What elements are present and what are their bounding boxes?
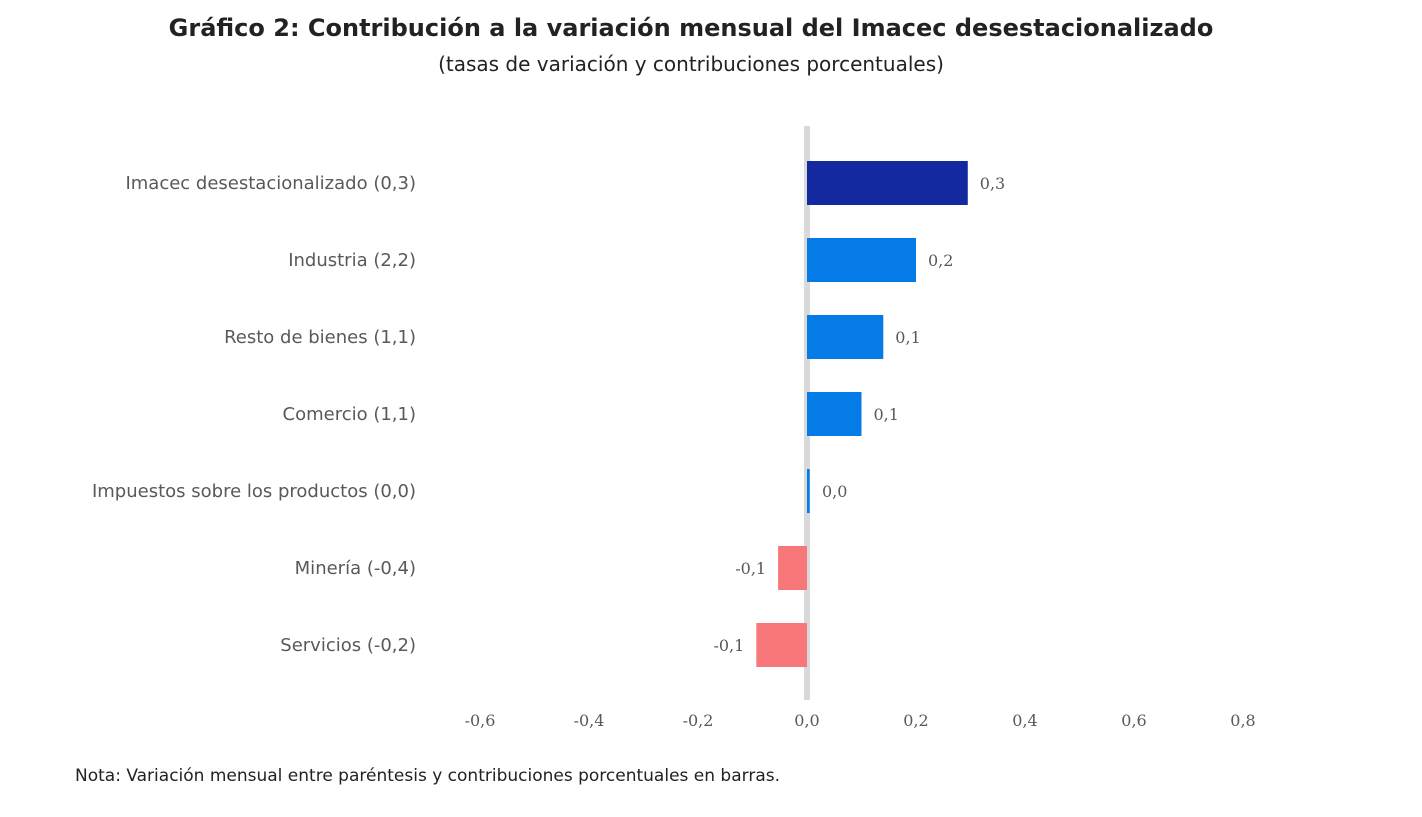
value-label: 0,0 — [822, 482, 847, 501]
x-tick-label: -0,2 — [683, 711, 714, 730]
x-tick-label: 0,4 — [1012, 711, 1037, 730]
chart-subtitle: (tasas de variación y contribuciones por… — [438, 52, 944, 76]
x-tick-label: -0,4 — [574, 711, 605, 730]
bar — [807, 238, 916, 282]
value-label: 0,1 — [874, 405, 899, 424]
category-label: Servicios (-0,2) — [280, 635, 416, 656]
bar — [807, 161, 968, 205]
bar — [756, 623, 807, 667]
category-label: Imacec desestacionalizado (0,3) — [125, 173, 416, 194]
category-label: Impuestos sobre los productos (0,0) — [92, 481, 416, 502]
value-label: 0,2 — [928, 251, 953, 270]
x-tick-label: 0,6 — [1121, 711, 1146, 730]
value-label: 0,1 — [895, 328, 920, 347]
category-label: Minería (-0,4) — [295, 558, 416, 579]
x-tick-label: 0,0 — [794, 711, 819, 730]
bar — [807, 469, 810, 513]
value-label: -0,1 — [713, 636, 744, 655]
bar — [807, 392, 862, 436]
x-tick-label: 0,8 — [1230, 711, 1255, 730]
x-tick-label: -0,6 — [465, 711, 496, 730]
chart-note: Nota: Variación mensual entre paréntesis… — [75, 766, 780, 786]
category-label: Resto de bienes (1,1) — [224, 327, 416, 348]
bar — [778, 546, 807, 590]
value-label: 0,3 — [980, 174, 1005, 193]
value-label: -0,1 — [735, 559, 766, 578]
category-label: Comercio (1,1) — [283, 404, 417, 425]
category-label: Industria (2,2) — [288, 250, 416, 271]
x-tick-label: 0,2 — [903, 711, 928, 730]
bar — [807, 315, 884, 359]
chart-title: Gráfico 2: Contribución a la variación m… — [168, 14, 1214, 42]
